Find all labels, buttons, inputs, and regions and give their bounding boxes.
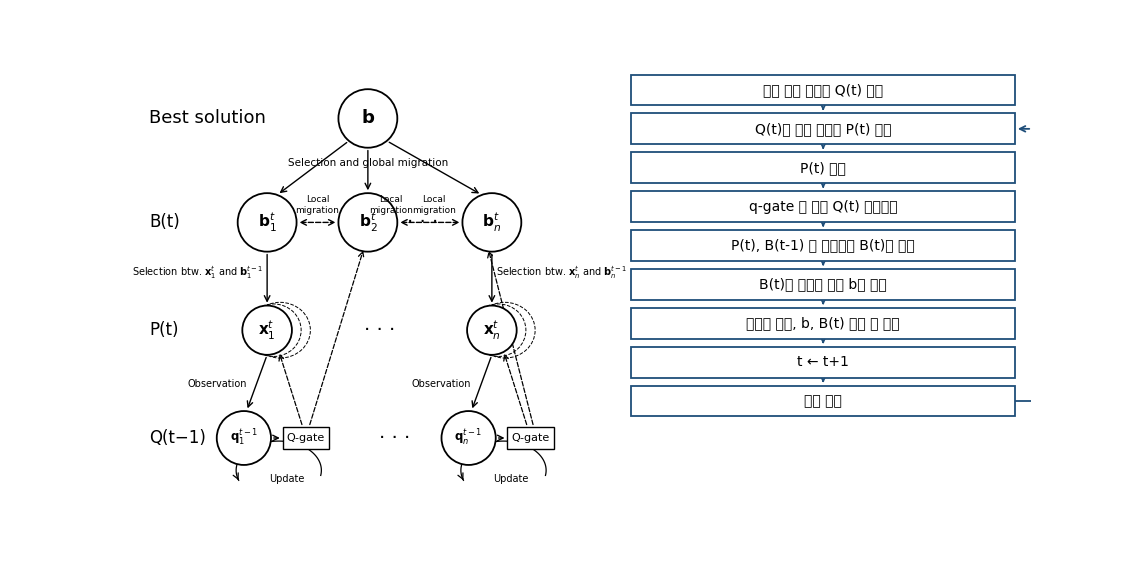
Text: $\mathbf{x}_1^t$: $\mathbf{x}_1^t$ — [259, 319, 276, 342]
Text: Q-gate: Q-gate — [286, 433, 325, 443]
Text: P(t), B(t-1) 중 우수개체 B(t)로 저장: P(t), B(t-1) 중 우수개체 B(t)로 저장 — [732, 238, 915, 253]
FancyBboxPatch shape — [283, 428, 329, 449]
Circle shape — [339, 193, 397, 252]
Circle shape — [216, 411, 271, 465]
Circle shape — [339, 89, 397, 148]
Text: Update: Update — [493, 474, 529, 484]
Text: B(t)의 최우수 개체 b로 저장: B(t)의 최우수 개체 b로 저장 — [759, 278, 887, 291]
Text: · · ·: · · · — [364, 321, 395, 340]
Text: P(t) 평가: P(t) 평가 — [800, 161, 846, 175]
FancyBboxPatch shape — [507, 428, 554, 449]
Text: · · ·: · · · — [379, 429, 411, 447]
Text: q-gate 를 통해 Q(t) 업데이트: q-gate 를 통해 Q(t) 업데이트 — [749, 200, 898, 214]
Text: Update: Update — [269, 474, 305, 484]
Text: Selection btw. $\mathbf{x}_n^t$ and $\mathbf{b}_n^{t-1}$: Selection btw. $\mathbf{x}_n^t$ and $\ma… — [496, 264, 627, 281]
Text: B(t): B(t) — [149, 213, 180, 231]
Text: · · ·: · · · — [406, 213, 437, 232]
Text: Selection btw. $\mathbf{x}_1^t$ and $\mathbf{b}_1^{t-1}$: Selection btw. $\mathbf{x}_1^t$ and $\ma… — [132, 264, 263, 281]
Text: t ← t+1: t ← t+1 — [797, 355, 850, 369]
Text: $\mathbf{b}_1^t$: $\mathbf{b}_1^t$ — [258, 211, 277, 234]
FancyBboxPatch shape — [631, 75, 1014, 105]
Text: Selection and global migration: Selection and global migration — [287, 158, 448, 168]
Text: Q(t)를 통해 개체군 P(t) 생성: Q(t)를 통해 개체군 P(t) 생성 — [755, 122, 892, 136]
Circle shape — [238, 193, 297, 252]
Text: Q-gate: Q-gate — [512, 433, 550, 443]
FancyBboxPatch shape — [631, 191, 1014, 222]
Text: Local
migration: Local migration — [295, 196, 339, 215]
Circle shape — [463, 193, 521, 252]
FancyBboxPatch shape — [631, 230, 1014, 261]
Text: $\mathbf{x}_n^t$: $\mathbf{x}_n^t$ — [483, 319, 500, 342]
Circle shape — [467, 306, 516, 355]
Text: Local
migration: Local migration — [412, 196, 456, 215]
Text: $\mathbf{b}_n^t$: $\mathbf{b}_n^t$ — [482, 211, 502, 234]
Circle shape — [243, 306, 292, 355]
Text: $\mathbf{q}_1^{t-1}$: $\mathbf{q}_1^{t-1}$ — [230, 428, 258, 448]
Text: P(t): P(t) — [149, 321, 179, 339]
Text: Observation: Observation — [187, 379, 246, 389]
Text: 초기 양자 개체군 Q(t) 생성: 초기 양자 개체군 Q(t) 생성 — [763, 83, 883, 97]
Text: Best solution: Best solution — [149, 109, 266, 128]
Text: Local
migration: Local migration — [369, 196, 413, 215]
Text: 종료 조건: 종료 조건 — [804, 394, 842, 408]
Text: 조건에 따라, b, B(t) 이주 및 갱신: 조건에 따라, b, B(t) 이주 및 갱신 — [747, 316, 900, 330]
Text: $\mathbf{b}_2^t$: $\mathbf{b}_2^t$ — [358, 211, 377, 234]
FancyBboxPatch shape — [631, 269, 1014, 300]
FancyBboxPatch shape — [631, 347, 1014, 377]
FancyBboxPatch shape — [631, 113, 1014, 144]
Text: $\mathbf{b}$: $\mathbf{b}$ — [361, 109, 374, 128]
FancyBboxPatch shape — [631, 308, 1014, 339]
FancyBboxPatch shape — [631, 386, 1014, 417]
Circle shape — [442, 411, 496, 465]
Text: Q(t−1): Q(t−1) — [149, 429, 206, 447]
FancyBboxPatch shape — [631, 152, 1014, 183]
Text: $\mathbf{q}_n^{t-1}$: $\mathbf{q}_n^{t-1}$ — [455, 428, 483, 448]
Text: Observation: Observation — [412, 379, 472, 389]
